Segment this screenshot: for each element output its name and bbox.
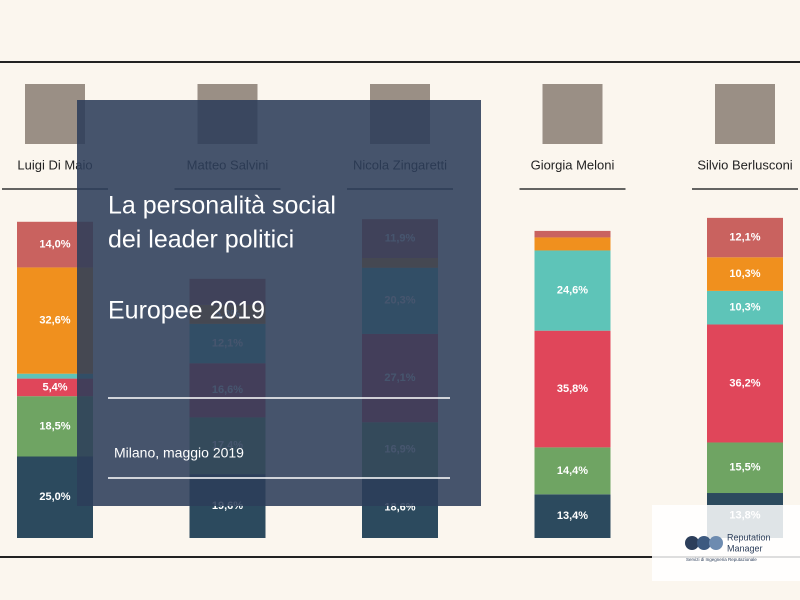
photo bbox=[25, 84, 85, 144]
bar-segment bbox=[534, 494, 611, 538]
bar-segment bbox=[534, 447, 611, 495]
value-label: 15,5% bbox=[729, 462, 760, 474]
value-label: 36,2% bbox=[729, 377, 760, 389]
title-line: dei leader politici bbox=[108, 226, 294, 254]
bar-segment bbox=[707, 257, 783, 291]
bar-segment bbox=[707, 217, 783, 258]
value-label: 35,8% bbox=[557, 383, 588, 395]
value-label: 12,1% bbox=[729, 231, 760, 243]
leader-name: Silvio Berlusconi bbox=[697, 157, 792, 172]
bar-segment bbox=[707, 290, 783, 325]
title-panel bbox=[77, 100, 481, 506]
bar-segment bbox=[534, 237, 611, 251]
value-label: 25,0% bbox=[39, 491, 70, 503]
value-label: 32,6% bbox=[39, 314, 70, 326]
value-label: 10,3% bbox=[729, 302, 760, 314]
photo bbox=[542, 84, 603, 144]
bar-segment bbox=[707, 324, 783, 443]
photo bbox=[715, 84, 775, 144]
logo-icon bbox=[685, 536, 699, 550]
brand-name: Reputation bbox=[727, 532, 771, 542]
leader-name: Luigi Di Maio bbox=[17, 157, 92, 172]
value-label: 13,4% bbox=[557, 510, 588, 522]
value-label: 14,4% bbox=[557, 465, 588, 477]
title-line: La personalità social bbox=[108, 192, 336, 220]
logo-box bbox=[652, 505, 800, 581]
leader-name: Giorgia Meloni bbox=[531, 157, 615, 172]
bar-segment bbox=[17, 378, 93, 397]
value-label: 10,3% bbox=[729, 268, 760, 280]
bar-segment bbox=[534, 330, 611, 448]
value-label: 18,5% bbox=[39, 420, 70, 432]
bar-segment bbox=[534, 250, 611, 331]
bar-segment bbox=[17, 373, 93, 379]
logo-icon bbox=[697, 536, 711, 550]
subtitle: Europee 2019 bbox=[108, 297, 265, 325]
value-label: 5,4% bbox=[42, 381, 67, 393]
value-label: 24,6% bbox=[557, 284, 588, 296]
bar-segment bbox=[534, 230, 611, 238]
bar-segment bbox=[707, 442, 783, 494]
value-label: 14,0% bbox=[39, 239, 70, 251]
brand-name: Manager bbox=[727, 543, 763, 553]
brand-tagline: Servizi di Ingegneria Reputazionale bbox=[686, 557, 757, 562]
logo-icon bbox=[709, 536, 723, 550]
place-date: Milano, maggio 2019 bbox=[114, 445, 244, 461]
